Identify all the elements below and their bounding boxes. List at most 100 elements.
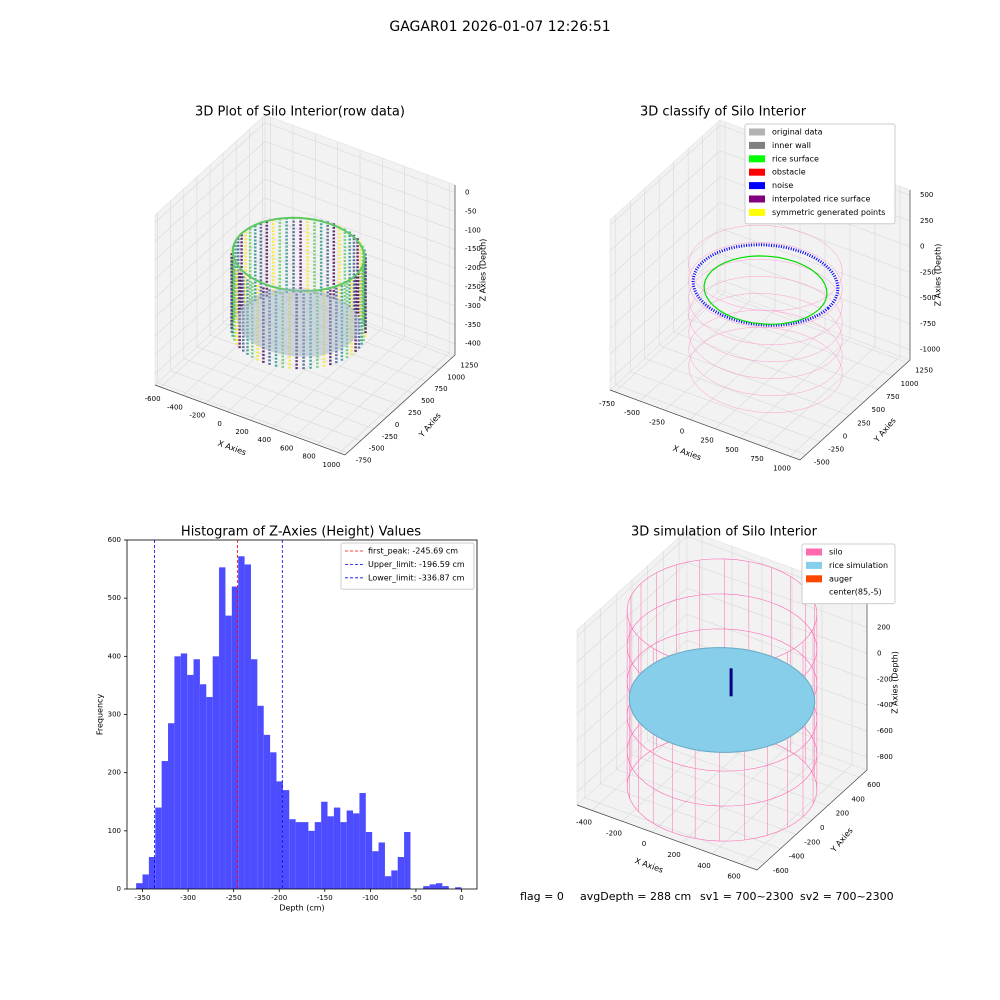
y-tick-label: 1250 bbox=[460, 361, 478, 369]
x-tick-label: 0 bbox=[680, 427, 684, 435]
legend-label: silo bbox=[829, 548, 843, 557]
x-tick-label: 200 bbox=[235, 428, 248, 436]
x-axis-label: X Axies bbox=[217, 439, 248, 458]
legend-swatch bbox=[806, 561, 822, 569]
legend-frame bbox=[801, 543, 896, 605]
grid-line bbox=[609, 253, 911, 355]
y-tick-label: 500 bbox=[872, 406, 885, 414]
status-text: sv2 = 700~2300 bbox=[800, 890, 894, 903]
legend-swatch bbox=[749, 155, 765, 163]
x-tick-label: 500 bbox=[725, 446, 738, 454]
bar bbox=[199, 684, 207, 889]
grid-line bbox=[183, 188, 374, 430]
z-tick-label: -100 bbox=[465, 226, 481, 234]
x-tick-label: 600 bbox=[280, 444, 293, 452]
x-tick-label: -100 bbox=[362, 894, 378, 902]
legend-frame bbox=[340, 542, 475, 590]
x-tick-label: -400 bbox=[167, 403, 183, 411]
x-tick-label: -400 bbox=[576, 818, 592, 826]
y-tick-label: -250 bbox=[382, 433, 398, 441]
decor-surface bbox=[628, 647, 816, 753]
bar bbox=[174, 656, 181, 889]
bar bbox=[142, 874, 149, 889]
x-tick-label: -350 bbox=[135, 894, 151, 902]
legend-swatch bbox=[749, 141, 765, 149]
panel-title: 3D classify of Silo Interior bbox=[640, 105, 807, 120]
legend-label: auger bbox=[829, 574, 853, 583]
decor-surface bbox=[703, 255, 828, 325]
bar bbox=[321, 801, 328, 889]
legend-swatch bbox=[749, 208, 765, 216]
panel-title: 3D simulation of Silo Interior bbox=[631, 525, 818, 540]
z-tick-label: -50 bbox=[465, 207, 476, 215]
y-tick-label: 300 bbox=[108, 711, 121, 719]
y-tick-label: 250 bbox=[857, 419, 870, 427]
status-text: flag = 0 bbox=[520, 890, 564, 903]
legend-label: Lower_limit: -336.87 cm bbox=[368, 573, 465, 582]
figure-title: GAGAR01 2026-01-07 12:26:51 bbox=[389, 19, 610, 35]
y-tick-label: 400 bbox=[851, 795, 864, 803]
bar bbox=[333, 807, 341, 889]
x-tick-label: 1000 bbox=[773, 464, 791, 472]
panel-title: 3D Plot of Silo Interior(row data) bbox=[195, 105, 405, 120]
bar bbox=[238, 556, 245, 889]
bar bbox=[231, 586, 239, 889]
bar bbox=[423, 886, 430, 889]
z-tick-label: -400 bbox=[877, 701, 893, 709]
bar bbox=[180, 653, 188, 889]
x-tick-label: 1000 bbox=[322, 461, 340, 469]
bar bbox=[372, 851, 379, 889]
z-tick-label: -1000 bbox=[920, 346, 940, 354]
x-tick-label: 800 bbox=[302, 453, 315, 461]
y-tick-label: 750 bbox=[434, 385, 447, 393]
x-axis-label: X Axies bbox=[634, 856, 665, 875]
y-tick-label: 500 bbox=[108, 594, 121, 602]
x-tick-label: -200 bbox=[271, 894, 287, 902]
y-tick-label: 200 bbox=[108, 769, 121, 777]
decor-wire bbox=[688, 259, 843, 345]
z-tick-label: -150 bbox=[465, 245, 481, 253]
decor-wire bbox=[688, 327, 843, 413]
x-tick-label: 400 bbox=[697, 862, 710, 870]
decor-wire bbox=[688, 225, 843, 311]
axis-line bbox=[609, 190, 911, 461]
z-tick-label: 250 bbox=[920, 217, 933, 225]
bar bbox=[206, 697, 213, 889]
grid-line bbox=[154, 216, 456, 318]
panel-histogram: -350 -300 -250 -200 -150 -100 -50 0 0 100 200 300 40… bbox=[96, 525, 478, 913]
legend-label: inner wall bbox=[772, 141, 811, 150]
bar bbox=[212, 656, 220, 889]
y-tick-label: -600 bbox=[773, 867, 789, 875]
bar bbox=[270, 752, 277, 889]
bar bbox=[308, 830, 315, 889]
grid-line bbox=[196, 176, 388, 418]
x-axis-label: Depth (cm) bbox=[279, 904, 324, 913]
z-tick-label: -250 bbox=[920, 268, 936, 276]
z-tick-label: -800 bbox=[877, 753, 893, 761]
legend-label: original data bbox=[772, 128, 823, 137]
grid-line bbox=[154, 159, 456, 261]
y-tick-label: 0 bbox=[843, 432, 847, 440]
legend-swatch bbox=[749, 195, 765, 203]
bar bbox=[193, 659, 200, 889]
x-tick-label: 200 bbox=[667, 851, 680, 859]
grid-line bbox=[222, 153, 414, 394]
legend-label: interpolated rice surface bbox=[772, 195, 870, 204]
bar bbox=[225, 615, 232, 889]
bar bbox=[391, 870, 398, 889]
z-tick-label: -350 bbox=[465, 321, 481, 329]
panel-title: Histogram of Z-Axies (Height) Values bbox=[181, 525, 421, 540]
legend-frame bbox=[744, 123, 896, 225]
x-tick-label: -500 bbox=[624, 409, 640, 417]
bar bbox=[314, 822, 322, 889]
axis-line bbox=[576, 595, 868, 871]
y-tick-label: 0 bbox=[820, 824, 824, 832]
y-tick-label: -200 bbox=[804, 838, 820, 846]
y-axis-label: Frequency bbox=[96, 694, 105, 736]
bar bbox=[384, 876, 392, 889]
legend-label: symmetric generated points bbox=[772, 208, 885, 217]
y-tick-label: 0 bbox=[117, 885, 121, 893]
bar bbox=[219, 567, 226, 889]
bar bbox=[295, 822, 302, 889]
